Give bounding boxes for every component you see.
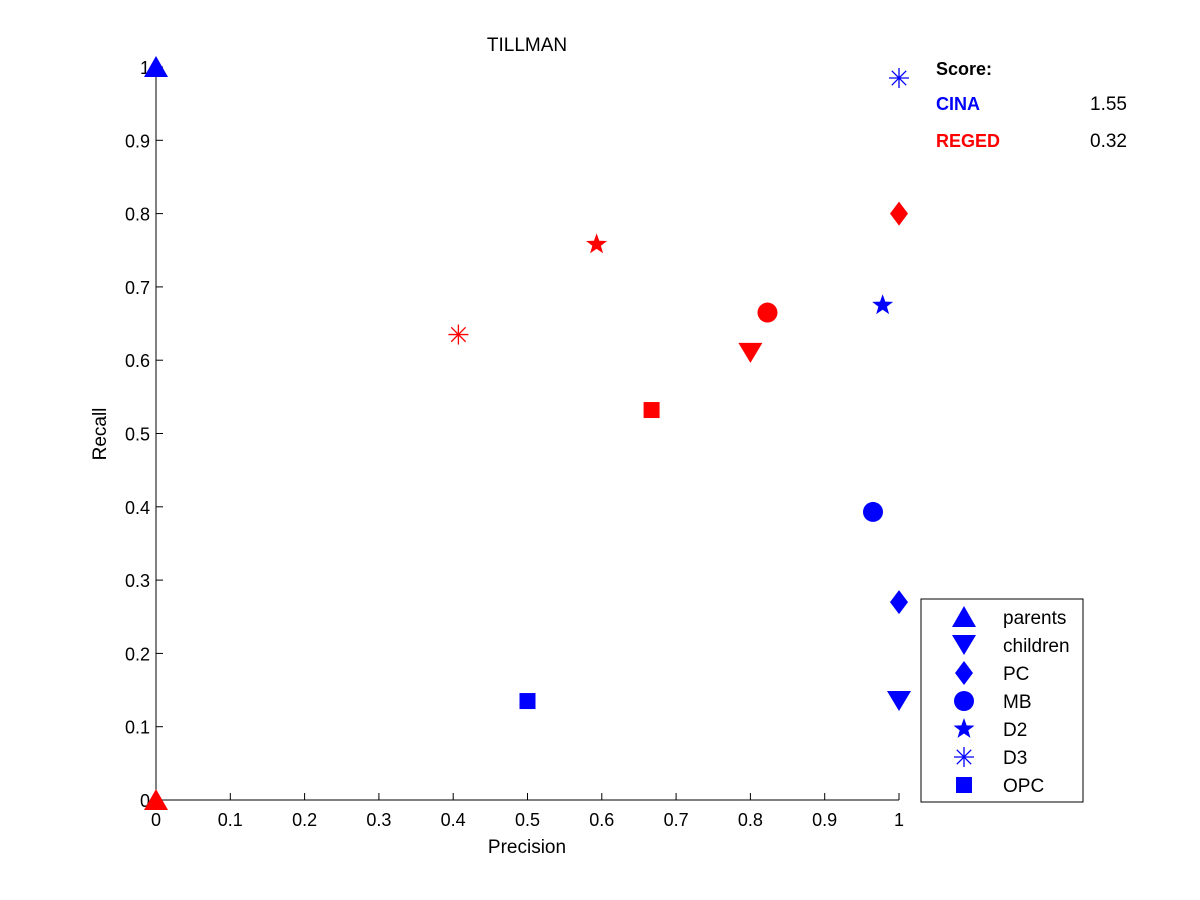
legend-label-children: children	[1003, 636, 1070, 657]
data-point-reged-triangle-down	[738, 342, 763, 363]
data-point-cina-circle	[862, 501, 883, 522]
data-points	[144, 56, 911, 810]
x-tick-label: 0.1	[218, 810, 243, 830]
x-tick-label: 0.4	[441, 810, 466, 830]
y-tick-label: 0.4	[125, 498, 150, 518]
y-tick-label: 0.1	[125, 718, 150, 738]
x-tick-label: 0.3	[366, 810, 391, 830]
score-value-reged: 0.32	[1090, 131, 1127, 152]
legend-marker-d3	[954, 747, 974, 767]
data-point-reged-diamond	[890, 201, 908, 226]
data-point-cina-triangle-down	[887, 691, 911, 712]
data-point-reged-asterisk	[448, 324, 469, 345]
x-tick-label: 0.5	[515, 810, 540, 830]
y-tick-label: 0.3	[125, 571, 150, 591]
y-tick-label: 1	[140, 58, 150, 78]
x-axis-label: Precision	[488, 837, 566, 858]
x-tick-label: 0.8	[738, 810, 763, 830]
data-point-reged-star	[586, 233, 608, 254]
data-point-reged-triangle-up	[144, 789, 168, 810]
x-tick-label: 0.9	[812, 810, 837, 830]
score-header: Score:	[936, 59, 992, 79]
y-tick-label: 0.9	[125, 131, 150, 151]
y-tick-label: 0.5	[125, 425, 150, 445]
x-tick-label: 0.2	[292, 810, 317, 830]
y-tick-label: 0.8	[125, 205, 150, 225]
score-name-reged: REGED	[936, 131, 1000, 151]
legend-marker-opc	[956, 777, 972, 793]
legend-marker-mb	[954, 691, 974, 711]
legend-marker-d2	[953, 718, 975, 738]
legend-marker-children	[952, 635, 976, 655]
data-point-cina-star	[872, 294, 894, 315]
data-point-reged-circle	[757, 302, 778, 323]
legend-label-d3: D3	[1003, 748, 1027, 769]
x-tick-label: 0.6	[589, 810, 614, 830]
axes: 0 0.1 0.2 0.3 0.4 0.5 0.6 0.7 0.8 0.9 1 0 0.1 0.2 0.3 0…	[125, 58, 904, 830]
data-point-cina-square	[519, 693, 536, 710]
legend: parents children PC MB D2 D3 OPC	[920, 598, 1084, 803]
data-point-reged-square	[643, 402, 660, 419]
legend-label-mb: MB	[1003, 692, 1032, 713]
x-tick-label: 0	[151, 810, 161, 830]
x-tick-label: 0.7	[664, 810, 689, 830]
x-tick-label: 1	[894, 810, 904, 830]
data-point-cina-asterisk	[889, 67, 909, 88]
y-tick-label: 0.2	[125, 644, 150, 664]
legend-box	[920, 598, 1084, 803]
legend-label-pc: PC	[1003, 664, 1029, 685]
data-point-cina-diamond	[890, 590, 908, 615]
y-axis-label: Recall	[90, 408, 111, 461]
legend-label-d2: D2	[1003, 720, 1027, 741]
score-name-cina: CINA	[936, 94, 980, 114]
legend-label-opc: OPC	[1003, 776, 1044, 797]
y-tick-label: 0	[140, 791, 150, 811]
y-tick-label: 0.7	[125, 278, 150, 298]
legend-marker-parents	[952, 606, 976, 627]
chart-title: TILLMAN	[487, 35, 567, 56]
data-point-cina-triangle-up	[144, 56, 168, 77]
score-value-cina: 1.55	[1090, 94, 1127, 115]
legend-marker-pc	[955, 661, 973, 685]
score-box: Score: CINA 1.55 REGED 0.32	[936, 59, 1127, 152]
y-tick-label: 0.6	[125, 351, 150, 371]
legend-label-parents: parents	[1003, 608, 1066, 629]
